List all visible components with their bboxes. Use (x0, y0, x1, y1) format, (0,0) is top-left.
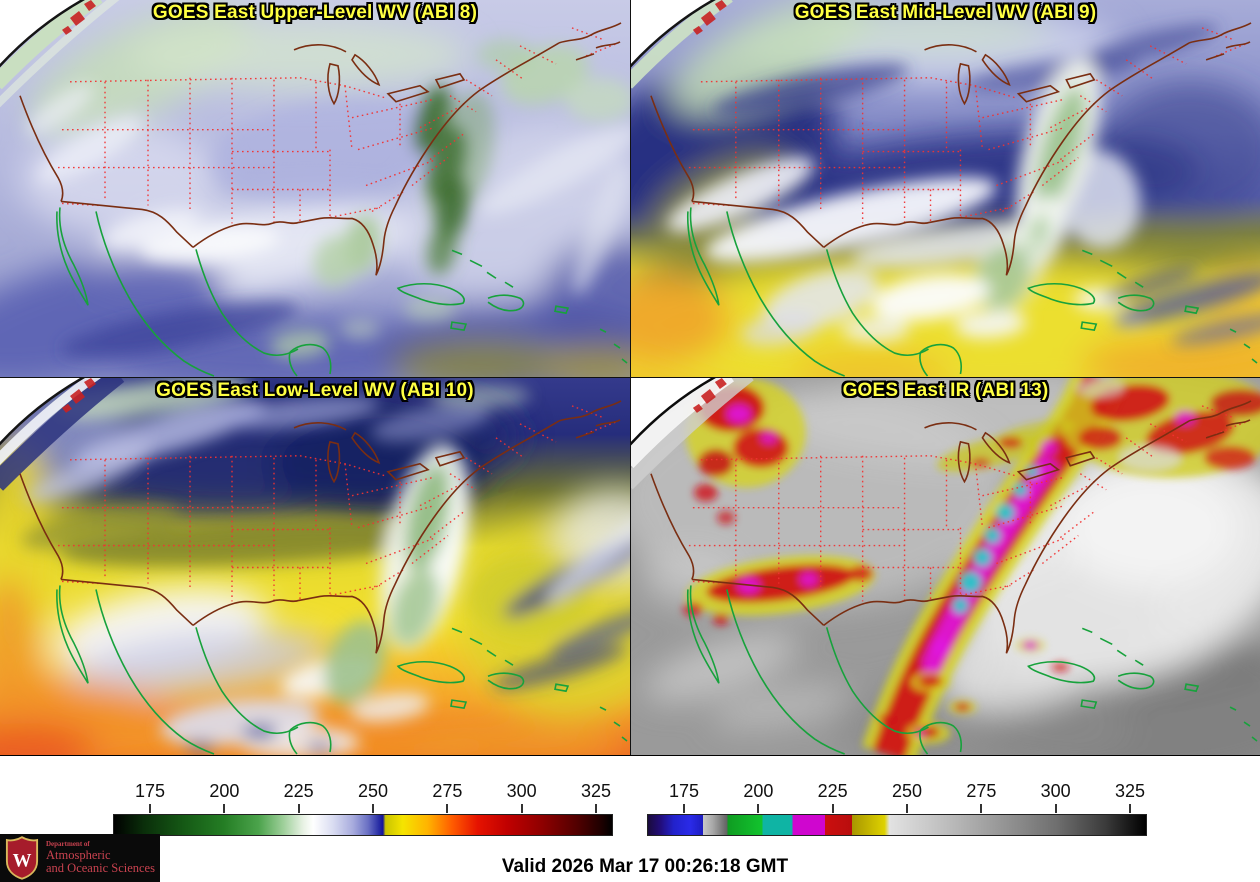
panel-low-level-wv: GOES East Low-Level WV (ABI 10) (0, 378, 630, 755)
colorbar-tick-label: 225 (283, 781, 314, 801)
colorbar-tick (520, 804, 523, 813)
uw-aos-logo: W Department of Atmospheric and Oceanic … (0, 834, 160, 882)
colorbar-wv-gradient (113, 814, 613, 836)
panel-mid-level-wv: GOES East Mid-Level WV (ABI 9) (631, 0, 1260, 377)
colorbar-ir-labels: 175 200 225 250 275 300 325 (647, 781, 1147, 803)
colorbar-tick-label: 200 (743, 781, 774, 801)
panel-ir: GOES East IR (ABI 13) (631, 378, 1260, 755)
colorbar-tick-label: 175 (134, 781, 166, 801)
colorbar-tick-label: 325 (1114, 781, 1146, 801)
panel-title-mid-level-wv: GOES East Mid-Level WV (ABI 9) (794, 2, 1097, 23)
ir-image (631, 378, 1260, 755)
colorbar-tick-label: 275 (432, 781, 463, 801)
logo-line1: Atmospheric (46, 847, 111, 862)
colorbar-tick-label: 300 (1040, 781, 1071, 801)
colorbar-wv-labels: 175 200 225 250 275 300 325 (113, 781, 613, 803)
upper-level-wv-image (0, 0, 630, 377)
colorbar-tick (1129, 804, 1131, 813)
colorbar-tick (223, 804, 226, 813)
colorbar-tick-label: 225 (817, 781, 848, 801)
colorbar-ir: 175 200 225 250 275 300 325 (647, 781, 1147, 839)
colorbar-tick (980, 804, 983, 813)
panel-title-upper-level-wv: GOES East Upper-Level WV (ABI 8) (152, 2, 478, 23)
colorbar-tick-label: 325 (580, 781, 612, 801)
low-level-wv-image (0, 378, 630, 755)
uw-crest-icon: W (5, 836, 39, 880)
colorbar-tick (372, 804, 374, 813)
colorbar-ir-ticks (647, 803, 1147, 814)
colorbar-tick-label: 175 (668, 781, 700, 801)
panel-title-ir: GOES East IR (ABI 13) (842, 380, 1049, 401)
panel-title-low-level-wv: GOES East Low-Level WV (ABI 10) (156, 380, 474, 401)
quadpanel-grid: GOES East Upper-Level WV (ABI 8) (0, 0, 1260, 755)
colorbar-tick-label: 275 (966, 781, 997, 801)
colorbar-ir-gradient (647, 814, 1147, 836)
colorbar-wv: 175 200 225 250 275 300 325 (113, 781, 613, 839)
colorbar-tick (831, 804, 834, 813)
valid-time-label: Valid 2026 Mar 17 00:26:18 GMT (501, 856, 789, 877)
colorbar-tick (757, 804, 760, 813)
colorbar-tick (297, 804, 300, 813)
colorbar-tick-label: 250 (357, 781, 389, 801)
colorbar-tick (683, 804, 685, 813)
colorbar-tick (595, 804, 597, 813)
panel-upper-level-wv: GOES East Upper-Level WV (ABI 8) (0, 0, 630, 377)
colorbar-tick (906, 804, 908, 813)
colorbar-tick-label: 300 (506, 781, 537, 801)
colorbar-tick (446, 804, 449, 813)
mid-level-wv-image (631, 0, 1260, 377)
colorbar-wv-ticks (113, 803, 613, 814)
logo-line2: and Oceanic Sciences (46, 860, 155, 875)
footer: 175 200 225 250 275 300 325 175 200 225 250 275 300… (0, 755, 1260, 882)
colorbar-tick (149, 804, 151, 813)
logo-department-prefix: Department of (46, 840, 90, 849)
logo-text: Department of Atmospheric and Oceanic Sc… (46, 840, 155, 875)
colorbar-tick-label: 250 (891, 781, 923, 801)
svg-text:W: W (13, 851, 32, 872)
colorbar-tick (1054, 804, 1057, 813)
colorbar-tick-label: 200 (209, 781, 240, 801)
